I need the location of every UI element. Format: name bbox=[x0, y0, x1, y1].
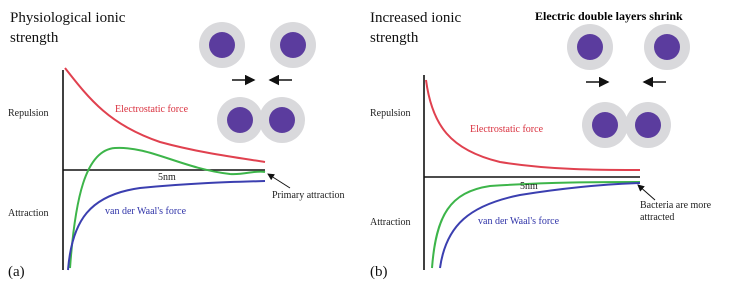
cell bbox=[259, 97, 305, 143]
title: strength bbox=[370, 30, 419, 46]
panel-label: (a) bbox=[8, 264, 25, 280]
arrow bbox=[638, 185, 655, 200]
vdw-label: van der Waal's force bbox=[478, 216, 560, 227]
title: strength bbox=[10, 30, 59, 46]
attraction: Attraction bbox=[370, 217, 411, 228]
cell bbox=[217, 97, 263, 143]
cell bbox=[582, 102, 628, 148]
electrostatic-label: Electrostatic force bbox=[470, 124, 544, 135]
cell bbox=[567, 24, 613, 70]
note: attracted bbox=[640, 212, 674, 223]
panel-b: Increased ionic strength Electric double… bbox=[370, 9, 712, 280]
electrostatic-label: Electrostatic force bbox=[115, 104, 189, 115]
distance: 5nm bbox=[158, 172, 176, 183]
cell bbox=[270, 22, 316, 68]
panel-a: Physiological ionic strength Repulsion A… bbox=[8, 10, 344, 280]
cell bbox=[625, 102, 671, 148]
arrow bbox=[268, 174, 290, 188]
title: Increased ionic bbox=[370, 10, 462, 26]
caption: Electric double layers shrink bbox=[535, 9, 683, 23]
cell bbox=[199, 22, 245, 68]
panel-label: (b) bbox=[370, 264, 388, 280]
repulsion: Repulsion bbox=[8, 108, 49, 119]
distance: 5nm bbox=[520, 181, 538, 192]
vdw-label: van der Waal's force bbox=[105, 206, 187, 217]
note: Bacteria are more bbox=[640, 200, 712, 211]
attraction: Attraction bbox=[8, 208, 49, 219]
figure: Physiological ionic strength Repulsion A… bbox=[0, 0, 729, 291]
repulsion: Repulsion bbox=[370, 108, 411, 119]
title: Physiological ionic bbox=[10, 10, 126, 26]
cell bbox=[644, 24, 690, 70]
note: Primary attraction bbox=[272, 190, 344, 201]
vdw-curve bbox=[68, 181, 265, 270]
